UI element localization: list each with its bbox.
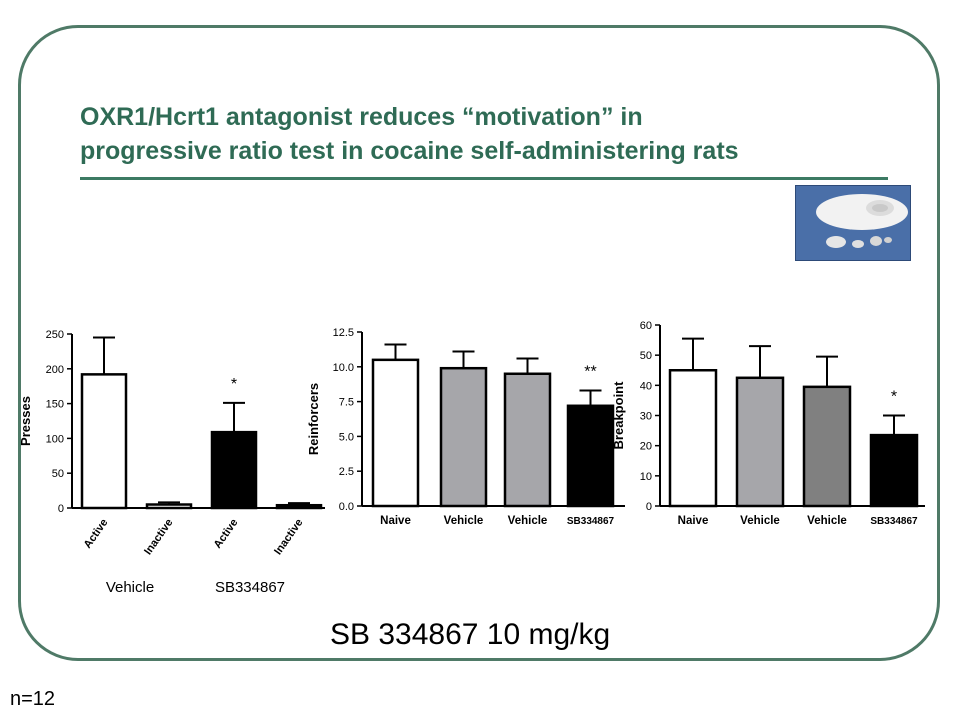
x-tick-label: Naive [678, 515, 709, 527]
y-tick-label: 20 [640, 441, 652, 453]
y-tick-label: 60 [640, 320, 652, 332]
x-tick-label: Active [82, 517, 111, 551]
dose-footer: SB 334867 10 mg/kg [330, 618, 611, 651]
significance-mark: * [231, 376, 237, 393]
bar [566, 404, 615, 508]
cocaine-photo [795, 185, 911, 261]
y-tick-label: 7.5 [339, 397, 354, 409]
y-tick-label: 200 [46, 364, 64, 376]
y-axis-label: Reinforcers [306, 383, 321, 455]
bar [869, 433, 919, 508]
title-underline [80, 177, 888, 180]
significance-mark: * [891, 389, 897, 406]
significance-mark: ** [584, 363, 596, 380]
slide-title: OXR1/Hcrt1 antagonist reduces “motivatio… [80, 100, 940, 168]
x-tick-label: Vehicle [444, 515, 484, 527]
x-tick-label: Inactive [142, 517, 175, 557]
y-tick-label: 10 [640, 471, 652, 483]
y-tick-label: 150 [46, 399, 64, 411]
bar [503, 372, 552, 508]
y-tick-label: 2.5 [339, 466, 354, 478]
x-tick-label: Vehicle [740, 515, 780, 527]
y-tick-label: 50 [52, 468, 64, 480]
x-tick-label: SB334867 [870, 516, 918, 527]
bar [145, 503, 193, 510]
chart-2: 0.0 2.5 5.0 7.5 10.0 12.5 Reinforcers Naive Vehi… [306, 327, 625, 527]
y-tick-label: 0 [58, 503, 64, 515]
y-tick-label: 5.0 [339, 431, 354, 443]
y-tick-label: 40 [640, 380, 652, 392]
y-tick-label: 100 [46, 433, 64, 445]
title-line-2: progressive ratio test in cocaine self-a… [80, 137, 739, 165]
bar [668, 369, 718, 508]
chart-3: 0 10 20 30 40 50 60 Breakpoint Naive Vehicle Vehic… [611, 320, 925, 527]
bar [210, 430, 258, 510]
bar [275, 503, 323, 510]
x-tick-label: Naive [380, 515, 411, 527]
y-tick-label: 50 [640, 350, 652, 362]
x-tick-label: SB334867 [567, 516, 615, 527]
slide-frame [18, 25, 940, 661]
x-tick-label: Active [212, 517, 241, 551]
bar [80, 373, 128, 510]
x-tick-label: Vehicle [807, 515, 847, 527]
bar [802, 385, 852, 508]
y-axis-label: Breakpoint [611, 381, 626, 450]
group-label: SB334867 [215, 579, 285, 596]
y-tick-label: 0 [646, 501, 652, 513]
group-label: Vehicle [106, 579, 154, 596]
y-tick-label: 0.0 [339, 501, 354, 513]
bar [439, 366, 488, 508]
chart-1: 0 50 100 150 200 250 Presses Active Inactive * Act… [18, 329, 325, 596]
title-line-1: OXR1/Hcrt1 antagonist reduces “motivatio… [80, 103, 643, 131]
sample-size-label: n=12 [10, 688, 56, 710]
x-tick-label: Inactive [272, 517, 305, 557]
y-axis-label: Presses [18, 396, 33, 446]
y-tick-label: 10.0 [333, 362, 354, 374]
bar [371, 358, 420, 508]
y-tick-label: 12.5 [333, 327, 354, 339]
x-tick-label: Vehicle [508, 515, 548, 527]
y-tick-label: 30 [640, 411, 652, 423]
y-tick-label: 250 [46, 329, 64, 341]
bar [735, 376, 785, 508]
